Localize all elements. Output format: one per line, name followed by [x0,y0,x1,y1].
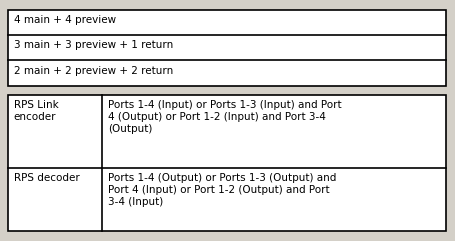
Text: RPS Link
encoder: RPS Link encoder [14,100,58,122]
Text: 4 main + 4 preview: 4 main + 4 preview [14,15,116,25]
Text: Ports 1-4 (Output) or Ports 1-3 (Output) and
Port 4 (Input) or Port 1-2 (Output): Ports 1-4 (Output) or Ports 1-3 (Output)… [108,173,336,207]
Text: 3 main + 3 preview + 1 return: 3 main + 3 preview + 1 return [14,40,173,50]
Text: 2 main + 2 preview + 2 return: 2 main + 2 preview + 2 return [14,66,173,75]
Text: Ports 1-4 (Input) or Ports 1-3 (Input) and Port
4 (Output) or Port 1-2 (Input) a: Ports 1-4 (Input) or Ports 1-3 (Input) a… [108,100,341,134]
Bar [8,95,446,231]
Text: RPS decoder: RPS decoder [14,173,80,183]
Bar [8,10,446,86]
